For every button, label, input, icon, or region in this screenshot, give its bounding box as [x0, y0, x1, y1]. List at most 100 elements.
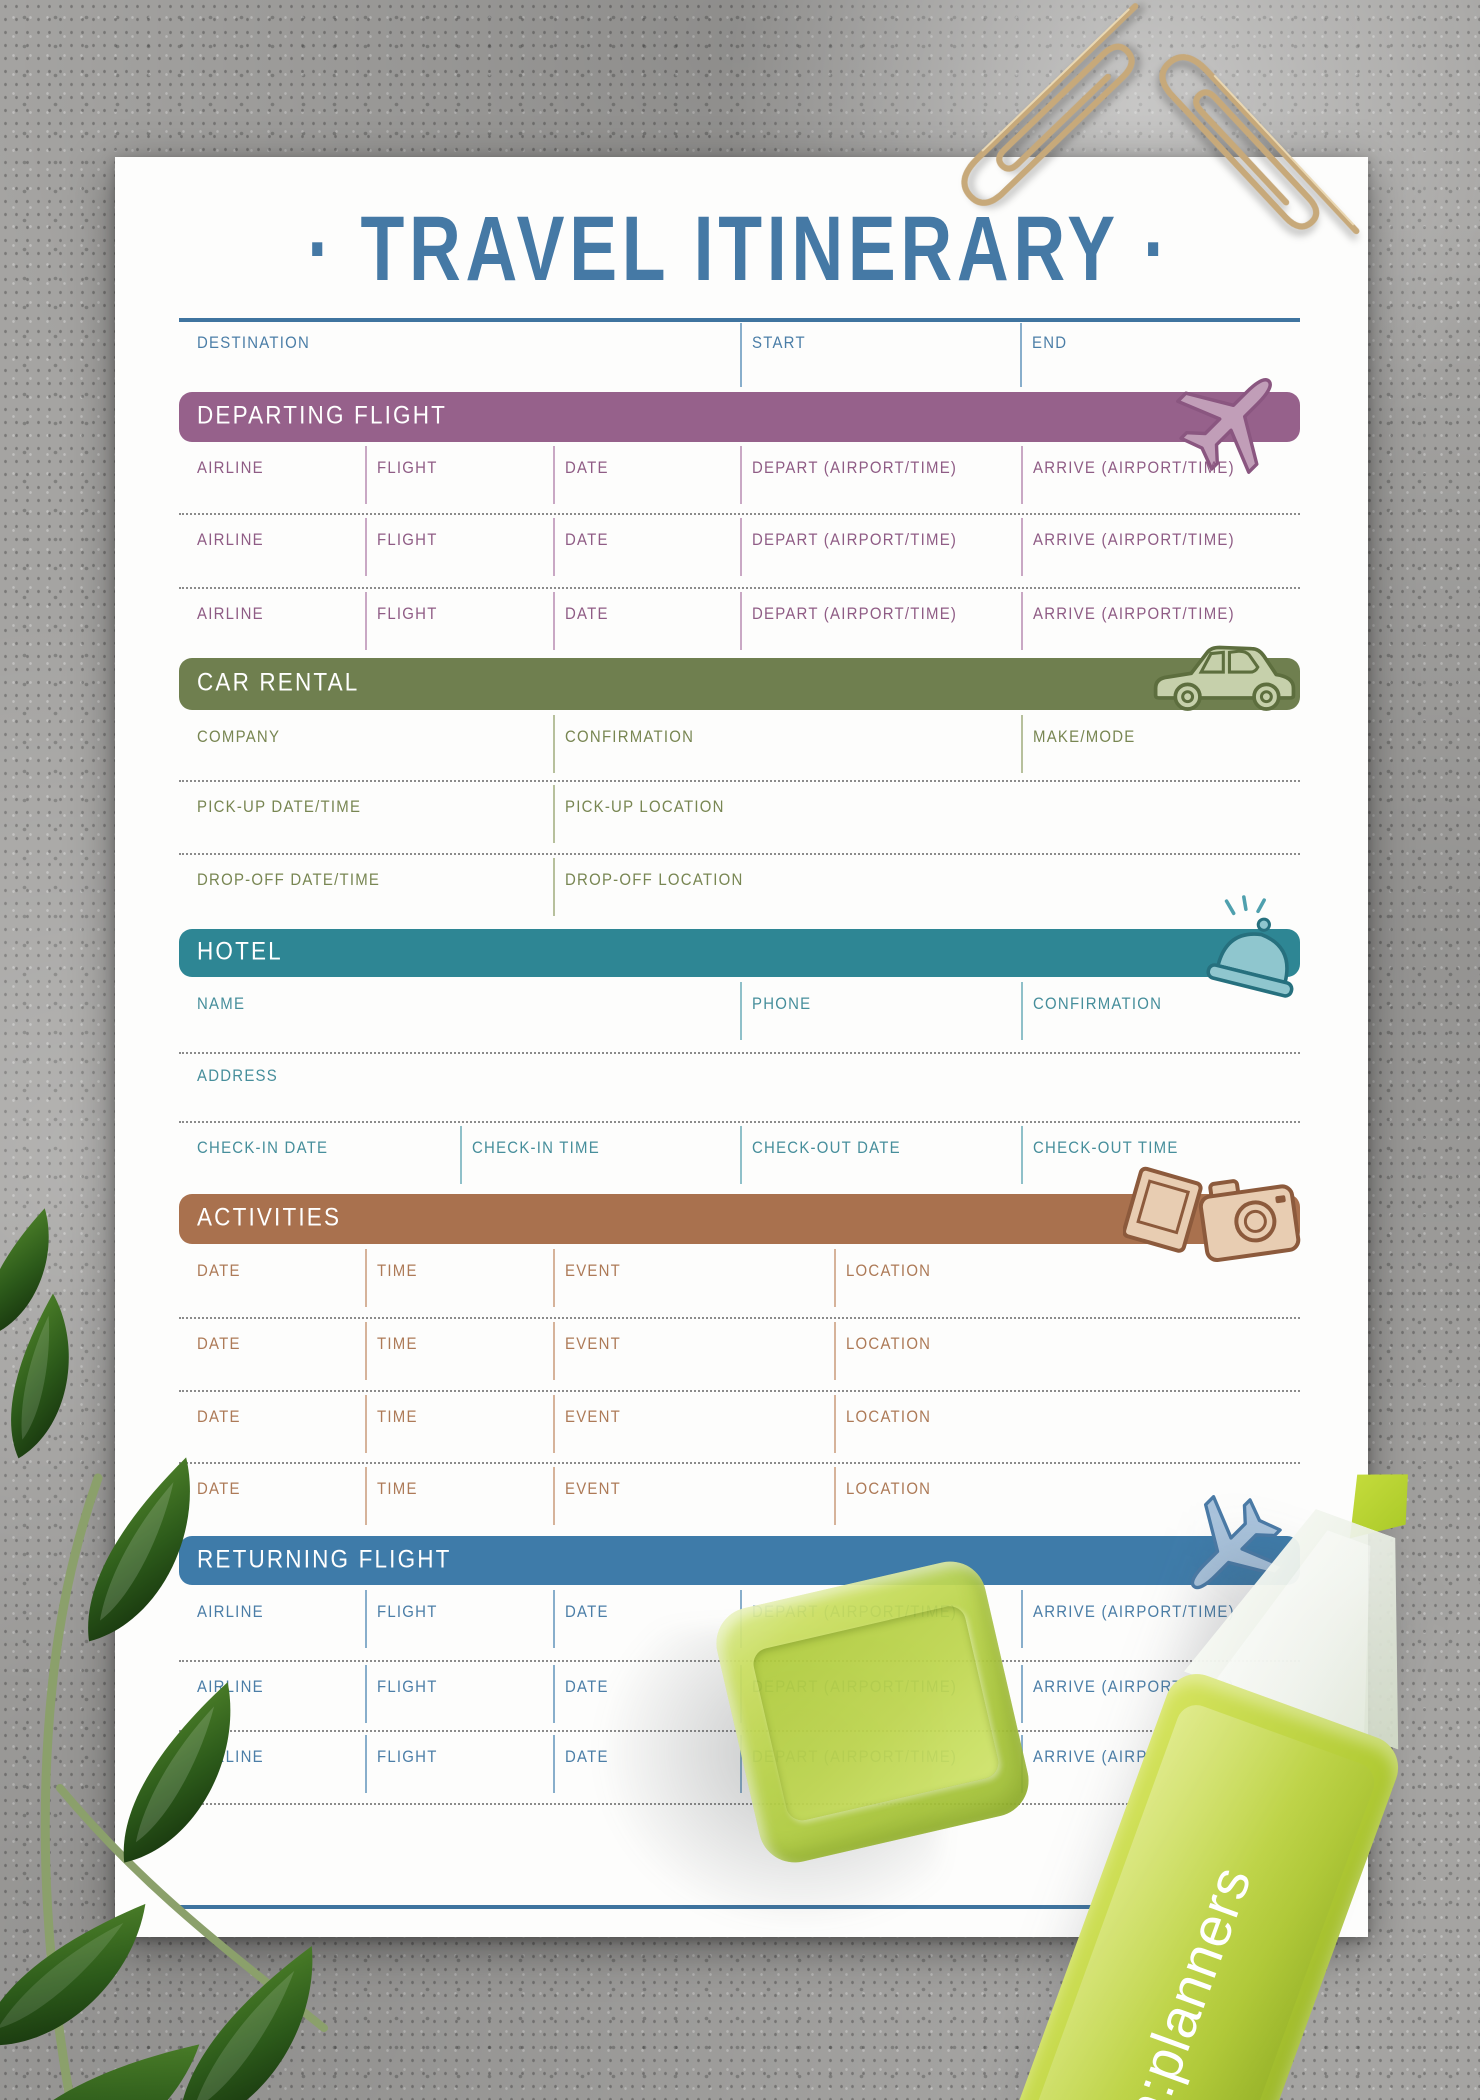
field-label-phone: PHONE: [752, 994, 812, 1013]
stamp-cap-face: [750, 1603, 1002, 1824]
column-divider: [365, 1590, 367, 1648]
field-label-confirmation: CONFIRMATION: [565, 727, 695, 746]
hotel-row: NAME PHONE CONFIRMATION: [179, 979, 1300, 1051]
column-divider: [365, 1395, 367, 1453]
section-banner-departing-flight: DEPARTING FLIGHT: [179, 392, 1300, 442]
field-label-event: EVENT: [565, 1334, 622, 1353]
field-label-checkout-date: CHECK-OUT DATE: [752, 1138, 901, 1157]
column-divider: [740, 446, 742, 504]
field-label-date: DATE: [197, 1479, 241, 1498]
field-label-time: TIME: [377, 1479, 418, 1498]
column-divider: [740, 323, 742, 387]
field-label-airline: AIRLINE: [197, 604, 264, 623]
field-label-flight: FLIGHT: [377, 1602, 438, 1621]
column-divider: [1021, 715, 1023, 773]
field-label-depart: DEPART (AIRPORT/TIME): [752, 530, 958, 549]
field-label-flight: FLIGHT: [377, 1747, 438, 1766]
column-divider: [834, 1249, 836, 1307]
column-divider: [1021, 518, 1023, 576]
departing-flight-row: AIRLINE FLIGHT DATE DEPART (AIRPORT/TIME…: [179, 589, 1300, 661]
column-divider: [553, 1467, 555, 1525]
section-title: RETURNING FLIGHT: [197, 1544, 452, 1573]
column-divider: [460, 1126, 462, 1184]
column-divider: [740, 982, 742, 1040]
trip-summary-row: DESTINATION START END: [179, 320, 1300, 392]
field-label-date: DATE: [197, 1407, 241, 1426]
field-label-arrive: ARRIVE (AIRPORT/TIME): [1033, 1602, 1235, 1621]
field-label-location: LOCATION: [846, 1407, 932, 1426]
section-title: ACTIVITIES: [197, 1203, 342, 1232]
column-divider: [740, 1735, 742, 1793]
column-divider: [834, 1395, 836, 1453]
column-divider: [365, 1322, 367, 1380]
field-label-airline: AIRLINE: [197, 458, 264, 477]
car-rental-row: PICK-UP DATE/TIME PICK-UP LOCATION: [179, 782, 1300, 854]
field-label-location: LOCATION: [846, 1261, 932, 1280]
field-label-address: ADDRESS: [197, 1066, 278, 1085]
column-divider: [740, 518, 742, 576]
row-separator: [179, 1121, 1300, 1123]
field-label-pickup-location: PICK-UP LOCATION: [565, 797, 725, 816]
field-label-airline: AIRLINE: [197, 530, 264, 549]
field-label-event: EVENT: [565, 1407, 622, 1426]
field-label-flight: FLIGHT: [377, 530, 438, 549]
column-divider: [553, 1590, 555, 1648]
column-divider: [553, 518, 555, 576]
column-divider: [553, 785, 555, 843]
departing-flight-row: AIRLINE FLIGHT DATE DEPART (AIRPORT/TIME…: [179, 443, 1300, 515]
column-divider: [553, 592, 555, 650]
field-label-depart: DEPART (AIRPORT/TIME): [752, 458, 958, 477]
field-label-flight: FLIGHT: [377, 458, 438, 477]
field-label-make-mode: MAKE/MODE: [1033, 727, 1136, 746]
column-divider: [553, 1322, 555, 1380]
field-label-time: TIME: [377, 1261, 418, 1280]
field-label-checkout-time: CHECK-OUT TIME: [1033, 1138, 1179, 1157]
car-rental-row: COMPANY CONFIRMATION MAKE/MODE: [179, 712, 1300, 784]
section-title: DEPARTING FLIGHT: [197, 401, 448, 430]
row-separator: [179, 1390, 1300, 1392]
car-icon: [1153, 645, 1296, 711]
bottom-rule: [179, 1905, 1300, 1909]
row-separator: [179, 853, 1300, 855]
column-divider: [1020, 323, 1022, 387]
field-label-dropoff-location: DROP-OFF LOCATION: [565, 870, 744, 889]
field-label-checkin-time: CHECK-IN TIME: [472, 1138, 600, 1157]
column-divider: [1021, 1665, 1023, 1723]
cloche-icon: [1206, 895, 1294, 998]
row-separator: [179, 1317, 1300, 1319]
column-divider: [740, 592, 742, 650]
field-label-location: LOCATION: [846, 1334, 932, 1353]
field-label-event: EVENT: [565, 1261, 622, 1280]
airplane-icon: [1176, 378, 1272, 474]
activity-row: DATE TIME EVENT LOCATION: [179, 1392, 1300, 1464]
column-divider: [553, 858, 555, 916]
field-label-flight: FLIGHT: [377, 1677, 438, 1696]
hotel-row: CHECK-IN DATE CHECK-IN TIME CHECK-OUT DA…: [179, 1123, 1300, 1195]
section-banner-car-rental: CAR RENTAL: [179, 658, 1300, 710]
section-banner-returning-flight: RETURNING FLIGHT: [179, 1536, 1300, 1585]
row-separator: [179, 1462, 1300, 1464]
column-divider: [1021, 1590, 1023, 1648]
field-label-event: EVENT: [565, 1479, 622, 1498]
column-divider: [553, 1395, 555, 1453]
row-separator: [179, 1052, 1300, 1054]
column-divider: [365, 446, 367, 504]
field-label-arrive: ARRIVE (AIRPORT/TIME): [1033, 458, 1235, 477]
airplane-icon: [1190, 1495, 1285, 1590]
paperclip-icon: [1159, 54, 1360, 235]
field-label-date: DATE: [197, 1334, 241, 1353]
column-divider: [740, 1126, 742, 1184]
paper-sheet: · TRAVEL ITINERARY · DESTINATION START E…: [115, 157, 1368, 1937]
departing-flight-row: AIRLINE FLIGHT DATE DEPART (AIRPORT/TIME…: [179, 515, 1300, 587]
field-label-checkin-date: CHECK-IN DATE: [197, 1138, 329, 1157]
column-divider: [834, 1322, 836, 1380]
field-label-confirmation: CONFIRMATION: [1033, 994, 1163, 1013]
activity-row: DATE TIME EVENT LOCATION: [179, 1246, 1300, 1318]
field-label-dropoff-datetime: DROP-OFF DATE/TIME: [197, 870, 381, 889]
column-divider: [365, 1665, 367, 1723]
field-label-date: DATE: [565, 1747, 609, 1766]
field-label-depart: DEPART (AIRPORT/TIME): [752, 604, 958, 623]
top-rule: [179, 318, 1300, 322]
field-label-pickup-datetime: PICK-UP DATE/TIME: [197, 797, 362, 816]
